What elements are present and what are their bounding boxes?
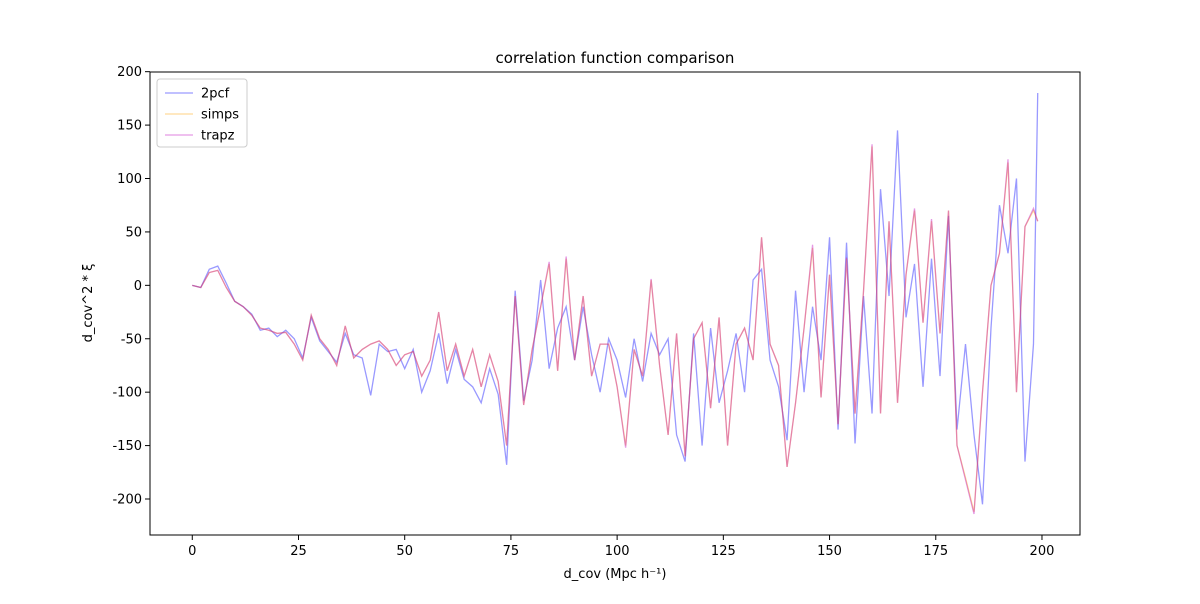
y-tick-label: 0 [134, 279, 142, 294]
y-tick-label: 150 [117, 119, 142, 134]
series-line [192, 146, 1039, 512]
x-tick-label: 0 [188, 544, 196, 559]
x-tick-label: 125 [711, 544, 736, 559]
axes-frame [149, 71, 1081, 536]
x-tick-label: 25 [290, 544, 307, 559]
legend-box [156, 78, 248, 148]
y-tick-label: -200 [112, 492, 142, 507]
x-axis-label: d_cov (Mpc h⁻¹) [564, 567, 667, 582]
x-tick-label: 75 [503, 544, 520, 559]
x-tick-label: 50 [396, 544, 413, 559]
y-tick-label: -150 [112, 439, 142, 454]
y-tick-label: -100 [112, 386, 142, 401]
legend-label: trapz [201, 129, 235, 144]
x-tick-label: 200 [1030, 544, 1055, 559]
x-tick-label: 175 [923, 544, 948, 559]
y-tick-label: 50 [125, 225, 142, 240]
x-tick-label: 100 [605, 544, 630, 559]
y-tick-label: -50 [121, 332, 142, 347]
chart-title: correlation function comparison [496, 49, 735, 67]
y-tick-label: 100 [117, 172, 142, 187]
y-tick-label: 200 [117, 65, 142, 80]
y-axis-label: d_cov^2 * ξ [81, 264, 96, 343]
legend-label: simps [201, 108, 239, 123]
x-tick-label: 150 [817, 544, 842, 559]
series-line [192, 93, 1039, 505]
legend-label: 2pcf [201, 87, 230, 102]
series-line [192, 144, 1039, 515]
